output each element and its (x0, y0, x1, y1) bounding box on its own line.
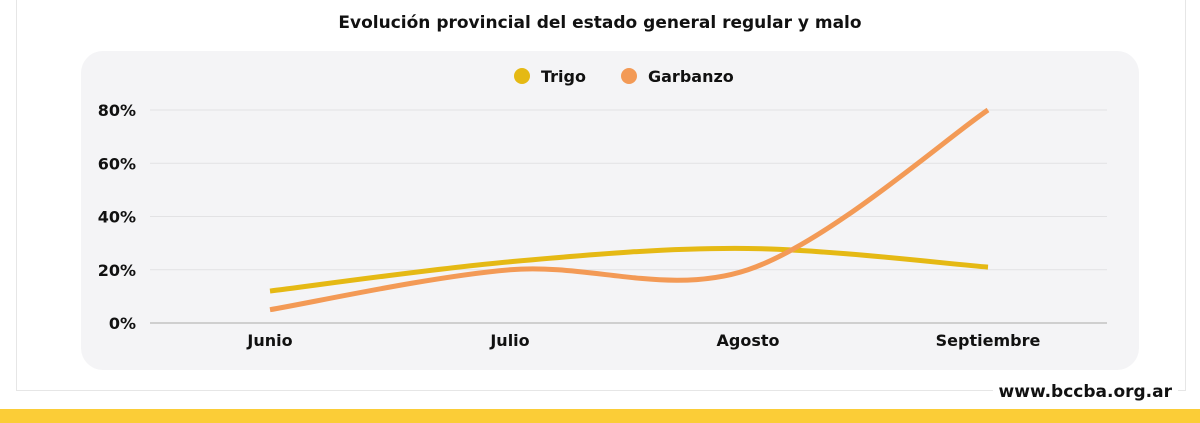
chart-frame (16, 0, 1186, 391)
chart-title: Evolución provincial del estado general … (338, 13, 862, 33)
legend-label: Garbanzo (648, 67, 734, 86)
legend-label: Trigo (541, 67, 586, 86)
footer-bar (0, 409, 1200, 423)
x-tick-label: Junio (246, 331, 292, 350)
footer-url[interactable]: www.bccba.org.ar (992, 382, 1178, 402)
x-tick-label: Agosto (717, 331, 780, 350)
y-tick-label: 80% (98, 101, 136, 120)
legend-marker-garbanzo (621, 68, 637, 84)
plot-panel (81, 51, 1139, 370)
y-tick-label: 40% (98, 208, 136, 227)
y-tick-label: 60% (98, 154, 136, 173)
legend-marker-trigo (514, 68, 530, 84)
y-tick-label: 20% (98, 261, 136, 280)
series-line-trigo (269, 245, 989, 294)
x-tick-label: Julio (489, 331, 529, 350)
x-tick-label: Septiembre (936, 331, 1041, 350)
y-tick-label: 0% (109, 314, 136, 333)
series-line-garbanzo (269, 107, 990, 313)
